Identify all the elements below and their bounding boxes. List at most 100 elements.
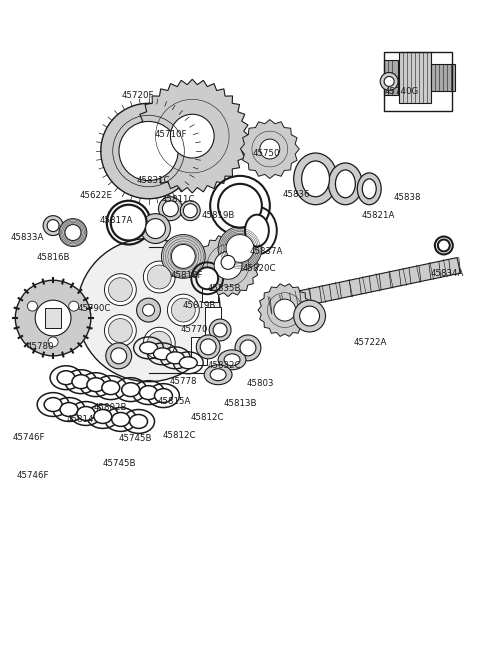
Ellipse shape (130, 415, 147, 428)
Ellipse shape (328, 163, 362, 205)
Bar (384, 52, 452, 112)
Circle shape (27, 301, 37, 311)
Ellipse shape (218, 350, 246, 370)
Circle shape (221, 255, 235, 270)
Ellipse shape (44, 398, 62, 411)
Circle shape (119, 121, 178, 180)
Circle shape (300, 306, 320, 326)
Circle shape (235, 335, 261, 361)
Circle shape (47, 220, 59, 232)
Text: 45812C: 45812C (162, 431, 196, 440)
Text: 45803: 45803 (247, 379, 274, 388)
Circle shape (144, 261, 175, 293)
Circle shape (214, 251, 242, 279)
Text: 45746F: 45746F (13, 433, 45, 442)
Circle shape (183, 204, 197, 218)
Text: 45790C: 45790C (78, 304, 111, 313)
Text: 45815A: 45815A (157, 396, 191, 405)
Text: 45720F: 45720F (121, 91, 154, 100)
Ellipse shape (357, 173, 381, 205)
Ellipse shape (180, 357, 197, 369)
Ellipse shape (94, 409, 112, 423)
Text: 45819B: 45819B (202, 211, 235, 220)
Polygon shape (135, 79, 249, 193)
Circle shape (226, 235, 254, 262)
Circle shape (147, 331, 171, 355)
Text: 45833A: 45833A (11, 234, 44, 243)
Ellipse shape (362, 179, 376, 199)
Circle shape (137, 298, 160, 322)
Circle shape (196, 335, 220, 359)
Text: 45838: 45838 (393, 193, 421, 202)
Circle shape (200, 339, 216, 355)
Ellipse shape (167, 352, 184, 364)
Text: 45819B: 45819B (183, 301, 216, 310)
Text: 45746F: 45746F (16, 471, 48, 480)
Text: 45836: 45836 (283, 190, 310, 199)
Bar (191, 337, 207, 365)
Circle shape (144, 327, 175, 359)
Circle shape (260, 139, 280, 159)
Ellipse shape (140, 342, 157, 354)
Text: 45745B: 45745B (118, 434, 152, 443)
Text: 45750: 45750 (252, 149, 280, 157)
Circle shape (43, 216, 63, 236)
Circle shape (111, 205, 146, 241)
Text: 45831C: 45831C (136, 176, 170, 185)
Circle shape (158, 197, 182, 220)
Ellipse shape (57, 371, 75, 384)
Ellipse shape (77, 407, 95, 420)
Bar (183, 248, 199, 276)
Circle shape (438, 239, 450, 251)
Ellipse shape (112, 413, 130, 426)
Circle shape (218, 226, 262, 270)
Circle shape (111, 348, 127, 364)
Circle shape (105, 274, 136, 306)
Text: 45780: 45780 (27, 342, 54, 351)
Circle shape (65, 224, 81, 241)
Circle shape (108, 277, 132, 302)
Circle shape (15, 280, 91, 356)
Ellipse shape (140, 386, 157, 400)
Circle shape (168, 294, 199, 326)
Ellipse shape (210, 369, 226, 380)
Circle shape (105, 315, 136, 346)
Circle shape (161, 235, 205, 278)
Text: 45814: 45814 (66, 415, 94, 424)
Polygon shape (197, 234, 259, 297)
Ellipse shape (224, 354, 240, 366)
Circle shape (274, 299, 296, 321)
Text: 45770: 45770 (181, 325, 208, 335)
Ellipse shape (301, 161, 329, 197)
Circle shape (209, 319, 231, 341)
Circle shape (384, 77, 394, 87)
Circle shape (217, 251, 239, 274)
Ellipse shape (72, 375, 90, 388)
Ellipse shape (336, 170, 355, 197)
Ellipse shape (122, 382, 140, 397)
Circle shape (145, 218, 166, 239)
Text: 45835B: 45835B (208, 284, 241, 293)
Circle shape (141, 214, 170, 243)
Bar (205, 307, 221, 335)
Circle shape (69, 301, 79, 311)
Circle shape (48, 337, 58, 347)
Ellipse shape (87, 378, 105, 392)
FancyArrow shape (268, 258, 460, 313)
Circle shape (171, 298, 195, 322)
Text: 45811C: 45811C (161, 195, 195, 204)
Circle shape (213, 323, 227, 337)
Circle shape (35, 300, 71, 336)
Text: 45837A: 45837A (250, 247, 283, 256)
Circle shape (171, 245, 195, 268)
Text: 45622E: 45622E (79, 191, 112, 200)
Ellipse shape (245, 215, 269, 247)
Text: 45832C: 45832C (208, 361, 241, 370)
Bar (399, 52, 431, 103)
Ellipse shape (154, 348, 171, 359)
Circle shape (218, 184, 262, 228)
Text: 45710F: 45710F (155, 130, 187, 139)
Ellipse shape (294, 153, 337, 205)
Circle shape (106, 343, 132, 369)
Circle shape (108, 319, 132, 342)
